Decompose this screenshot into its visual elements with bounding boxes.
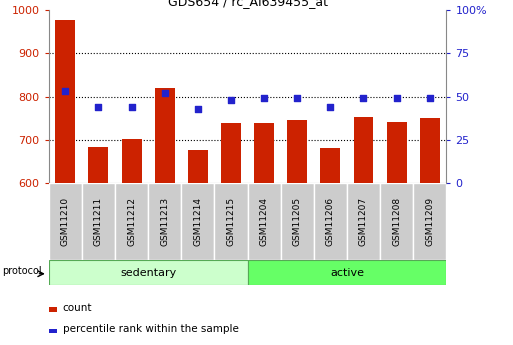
Bar xyxy=(155,88,174,183)
Text: GSM11212: GSM11212 xyxy=(127,197,136,246)
Text: count: count xyxy=(63,303,92,313)
Point xyxy=(127,104,135,110)
Text: GSM11211: GSM11211 xyxy=(94,197,103,246)
Text: active: active xyxy=(330,268,364,277)
FancyBboxPatch shape xyxy=(413,183,446,260)
Point xyxy=(227,97,235,103)
Point xyxy=(161,90,169,96)
Point xyxy=(194,106,202,111)
Text: GSM11206: GSM11206 xyxy=(326,197,335,246)
Text: percentile rank within the sample: percentile rank within the sample xyxy=(63,324,239,334)
FancyBboxPatch shape xyxy=(214,183,247,260)
Text: sedentary: sedentary xyxy=(120,268,176,277)
Bar xyxy=(88,147,108,183)
Point xyxy=(94,104,103,110)
Text: protocol: protocol xyxy=(3,266,42,276)
Bar xyxy=(49,329,57,333)
FancyBboxPatch shape xyxy=(181,183,214,260)
Point xyxy=(360,96,368,101)
Bar xyxy=(387,122,406,183)
Bar xyxy=(55,20,75,183)
Bar xyxy=(221,124,241,183)
Point xyxy=(392,96,401,101)
Point xyxy=(61,89,69,94)
FancyBboxPatch shape xyxy=(314,183,347,260)
FancyBboxPatch shape xyxy=(380,183,413,260)
Bar xyxy=(254,124,274,183)
Bar xyxy=(287,120,307,183)
Text: GSM11204: GSM11204 xyxy=(260,197,269,246)
Bar xyxy=(49,307,57,312)
FancyBboxPatch shape xyxy=(347,183,380,260)
Bar xyxy=(321,148,340,183)
Point xyxy=(260,96,268,101)
Text: GSM11207: GSM11207 xyxy=(359,197,368,246)
FancyBboxPatch shape xyxy=(247,183,281,260)
Text: GSM11208: GSM11208 xyxy=(392,197,401,246)
Text: GSM11215: GSM11215 xyxy=(226,197,235,246)
Bar xyxy=(353,117,373,183)
Text: GSM11214: GSM11214 xyxy=(193,197,202,246)
Point xyxy=(293,96,301,101)
FancyBboxPatch shape xyxy=(82,183,115,260)
Text: GSM11210: GSM11210 xyxy=(61,197,70,246)
Text: GSM11205: GSM11205 xyxy=(293,197,302,246)
FancyBboxPatch shape xyxy=(49,183,82,260)
FancyBboxPatch shape xyxy=(247,260,446,285)
FancyBboxPatch shape xyxy=(148,183,181,260)
Text: GSM11209: GSM11209 xyxy=(425,197,434,246)
Point xyxy=(326,104,334,110)
FancyBboxPatch shape xyxy=(49,260,247,285)
Bar xyxy=(122,139,142,183)
Point xyxy=(426,96,434,101)
Text: GSM11213: GSM11213 xyxy=(160,197,169,246)
FancyBboxPatch shape xyxy=(281,183,314,260)
Bar xyxy=(188,150,208,183)
Bar xyxy=(420,118,440,183)
Title: GDS654 / rc_AI639455_at: GDS654 / rc_AI639455_at xyxy=(168,0,327,8)
FancyBboxPatch shape xyxy=(115,183,148,260)
